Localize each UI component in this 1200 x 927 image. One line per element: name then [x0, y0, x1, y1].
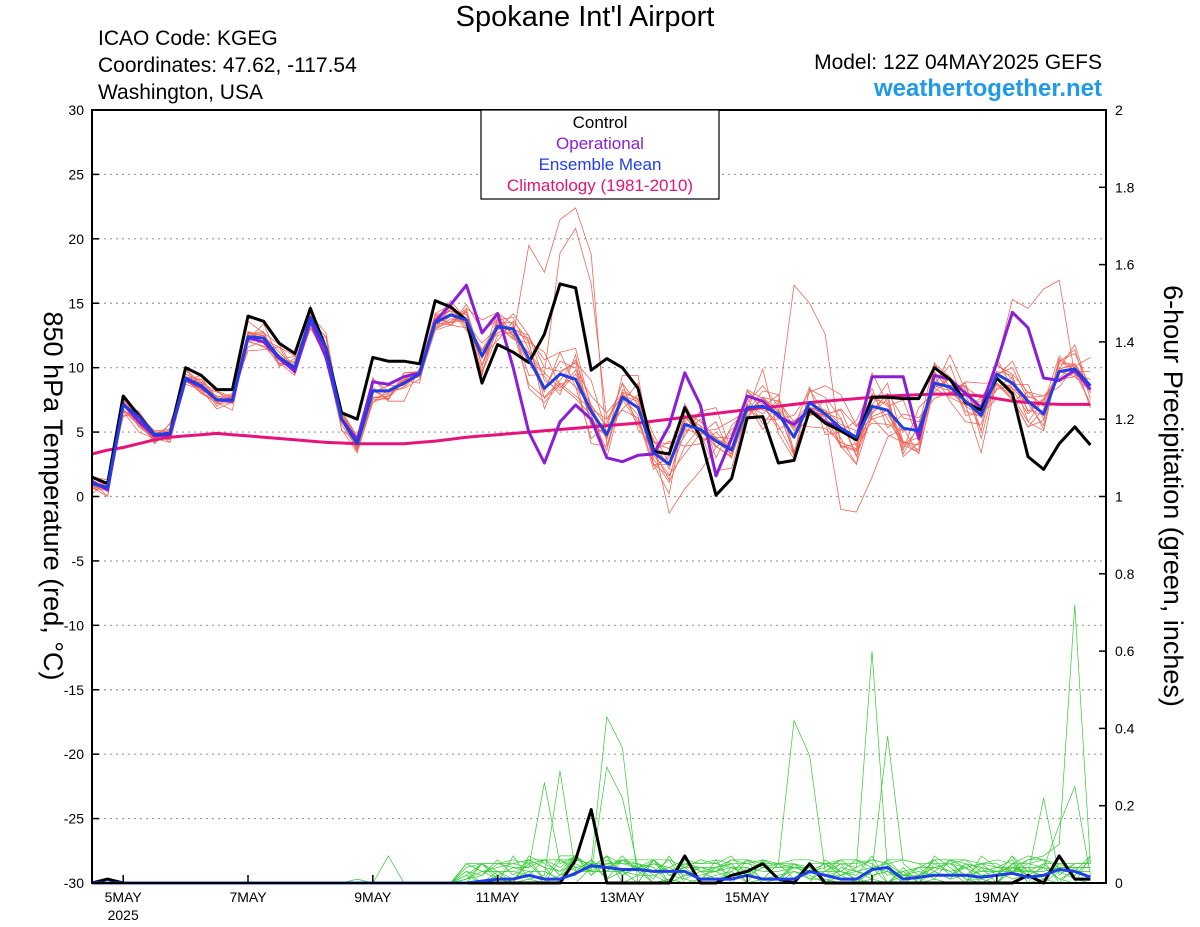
y-tick-label-left: -30: [64, 875, 84, 891]
legend-operational: Operational: [556, 134, 644, 153]
y-tick-label-right: 1.4: [1115, 334, 1135, 350]
y-tick-label-left: -20: [64, 746, 84, 762]
y-tick-label-right: 0: [1115, 875, 1123, 891]
control-precip-line: [91, 808, 1091, 885]
temperature-member-line: [91, 303, 1091, 491]
temperature-member-line: [91, 279, 1091, 496]
grid: [92, 173, 1106, 820]
x-tick-label: 17MAY: [850, 889, 896, 905]
x-tick-label: 9MAY: [354, 889, 392, 905]
y-tick-label-right: 1.8: [1115, 179, 1135, 195]
y-tick-label-left: 25: [68, 166, 84, 182]
y-tick-label-left: 5: [76, 424, 84, 440]
y-tick-label-right: 0.8: [1115, 566, 1135, 582]
climatology-temperature-line: [91, 392, 1091, 456]
y-tick-label-right: 2: [1115, 102, 1123, 118]
precip-ensemble-members: [92, 604, 1091, 884]
x-tick-label: 7MAY: [229, 889, 267, 905]
y-tick-label-right: 0.4: [1115, 720, 1135, 736]
site-link[interactable]: weathertogether.net: [873, 75, 1102, 102]
y-axis-left-title: 850 hPa Temperature (red, °C): [38, 312, 68, 681]
precip-member-line: [92, 719, 1091, 884]
temperature-member-line: [91, 310, 1091, 481]
y-tick-label-right: 1: [1115, 489, 1123, 505]
y-tick-label-right: 0.6: [1115, 643, 1135, 659]
temperature-member-line: [91, 308, 1091, 491]
precip-member-line: [92, 604, 1091, 884]
legend-ensemble-mean: Ensemble Mean: [539, 155, 662, 174]
y-tick-label-left: 0: [76, 489, 84, 505]
chart-title: Spokane Int'l Airport: [455, 1, 715, 33]
x-tick-label: 5MAY: [105, 889, 143, 905]
precip-member-line: [92, 785, 1091, 884]
coordinates: Coordinates: 47.62, -117.54: [98, 54, 357, 77]
legend-climatology: Climatology (1981-2010): [507, 176, 693, 195]
temperature-member-line: [91, 315, 1091, 487]
y-tick-label-left: -15: [64, 682, 84, 698]
model-run: Model: 12Z 04MAY2025 GEFS: [814, 51, 1102, 74]
main-series: [91, 282, 1092, 885]
y-tick-label-left: 15: [68, 295, 84, 311]
y-axis-right-title: 6-hour Precipitation (green, inches): [1158, 285, 1188, 707]
axes: 302520151050-5-10-15-20-25-3021.81.61.41…: [64, 102, 1135, 923]
x-tick-label: 15MAY: [725, 889, 771, 905]
control-temperature-line: [91, 282, 1092, 497]
temperature-member-line: [91, 284, 1091, 490]
y-tick-label-left: -25: [64, 811, 84, 827]
x-tick-label: 13MAY: [600, 889, 646, 905]
ensemble-mean-temperature-line: [91, 313, 1092, 489]
x-tick-label: 11MAY: [476, 889, 520, 905]
y-tick-label-right: 1.6: [1115, 257, 1135, 273]
temperature-member-line: [91, 307, 1091, 490]
legend: Control Operational Ensemble Mean Climat…: [480, 109, 720, 200]
y-tick-label-right: 0.2: [1115, 798, 1135, 814]
y-tick-label-left: 20: [68, 231, 84, 247]
x-tick-label: 19MAY: [974, 889, 1020, 905]
icao-code: ICAO Code: KGEG: [98, 27, 278, 50]
legend-box: [480, 109, 720, 200]
precip-member-line: [92, 651, 1091, 884]
y-tick-label-left: 30: [68, 102, 84, 118]
temperature-member-line: [91, 308, 1091, 490]
x-tick-year: 2025: [108, 907, 139, 923]
y-tick-label-left: -10: [64, 617, 84, 633]
precip-member-line: [92, 715, 1091, 884]
y-tick-label-left: -5: [72, 553, 85, 569]
legend-control: Control: [573, 113, 628, 132]
y-tick-label-right: 1.2: [1115, 411, 1135, 427]
location: Washington, USA: [98, 81, 263, 104]
plot-frame: [91, 109, 1107, 884]
y-tick-label-left: 10: [68, 360, 84, 376]
